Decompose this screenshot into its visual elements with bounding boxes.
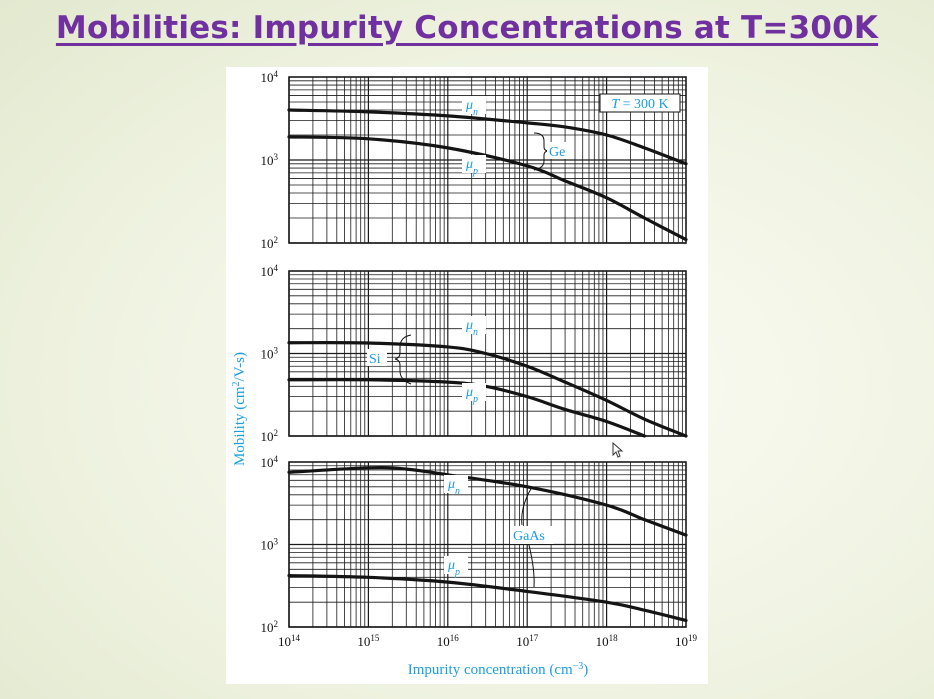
leader-gaas-mu-n xyxy=(521,486,533,526)
slide-title: Mobilities: Impurity Concentrations at T… xyxy=(55,10,879,46)
mouse-pointer-icon xyxy=(612,442,624,458)
curve-ge-mu-p xyxy=(287,135,688,242)
series-label-mu-p: μp xyxy=(465,385,478,405)
material-label-bg xyxy=(547,142,573,159)
panel-si: 104 103 102 μn μp Si xyxy=(261,263,688,444)
plot-frame xyxy=(288,461,687,628)
y-tick-label: 103 xyxy=(261,346,279,362)
figure-panel: Mobility (cm2/V-s) Impurity concentratio… xyxy=(226,67,708,684)
mobility-chart-figure: Mobility (cm2/V-s) Impurity concentratio… xyxy=(231,69,698,679)
x-tick-label: 1019 xyxy=(675,633,698,649)
temperature-box xyxy=(599,93,681,113)
series-label-mu-n: μn xyxy=(465,98,478,118)
y-tick-label: 103 xyxy=(261,537,279,553)
x-axis-label: Impurity concentration (cm−3) xyxy=(408,661,589,679)
y-tick-label: 102 xyxy=(261,235,279,251)
material-label-bg xyxy=(367,349,387,366)
curve-gaas-mu-n xyxy=(287,466,688,537)
curve-si-mu-p xyxy=(287,378,647,438)
x-tick-label: 1014 xyxy=(278,633,301,649)
series-label-mu-p: μp xyxy=(465,157,478,177)
y-tick-label: 104 xyxy=(261,263,279,279)
x-tick-label: 1017 xyxy=(516,633,539,649)
series-label-bg xyxy=(462,155,486,173)
y-axis-label: Mobility (cm2/V-s) xyxy=(231,352,249,466)
series-label-bg xyxy=(444,556,468,574)
leader-gaas-mu-p xyxy=(528,544,535,588)
series-label-mu-n: μn xyxy=(465,318,478,338)
panel-ge: 104 103 102 μn μp Ge T = 300 K xyxy=(261,69,688,251)
material-label-ge: Ge xyxy=(549,145,565,160)
series-label-bg xyxy=(462,316,486,334)
y-tick-label: 104 xyxy=(261,69,279,85)
material-label-si: Si xyxy=(369,352,381,367)
x-tick-label: 1015 xyxy=(357,633,380,649)
series-label-mu-n: μn xyxy=(447,477,460,497)
x-tick-label: 1018 xyxy=(596,633,619,649)
material-label-bg xyxy=(510,526,554,544)
plot-frame xyxy=(288,270,687,437)
curve-gaas-mu-p xyxy=(287,573,688,623)
temperature-annotation: T = 300 K xyxy=(611,97,668,112)
series-label-bg xyxy=(444,475,468,493)
plot-frame xyxy=(288,76,687,244)
series-label-bg xyxy=(462,383,486,401)
x-tick-label: 1016 xyxy=(437,633,460,649)
y-tick-label: 104 xyxy=(261,454,279,470)
y-tick-label: 102 xyxy=(261,428,279,444)
series-label-bg xyxy=(462,96,486,114)
y-tick-label: 103 xyxy=(261,152,279,168)
material-label-gaas: GaAs xyxy=(513,529,545,544)
brace-ge xyxy=(533,132,550,171)
brace-si xyxy=(394,334,412,385)
y-tick-label: 102 xyxy=(261,619,279,635)
curve-ge-mu-n xyxy=(287,108,688,166)
curve-si-mu-n xyxy=(287,341,688,438)
series-label-mu-p: μp xyxy=(447,558,460,578)
